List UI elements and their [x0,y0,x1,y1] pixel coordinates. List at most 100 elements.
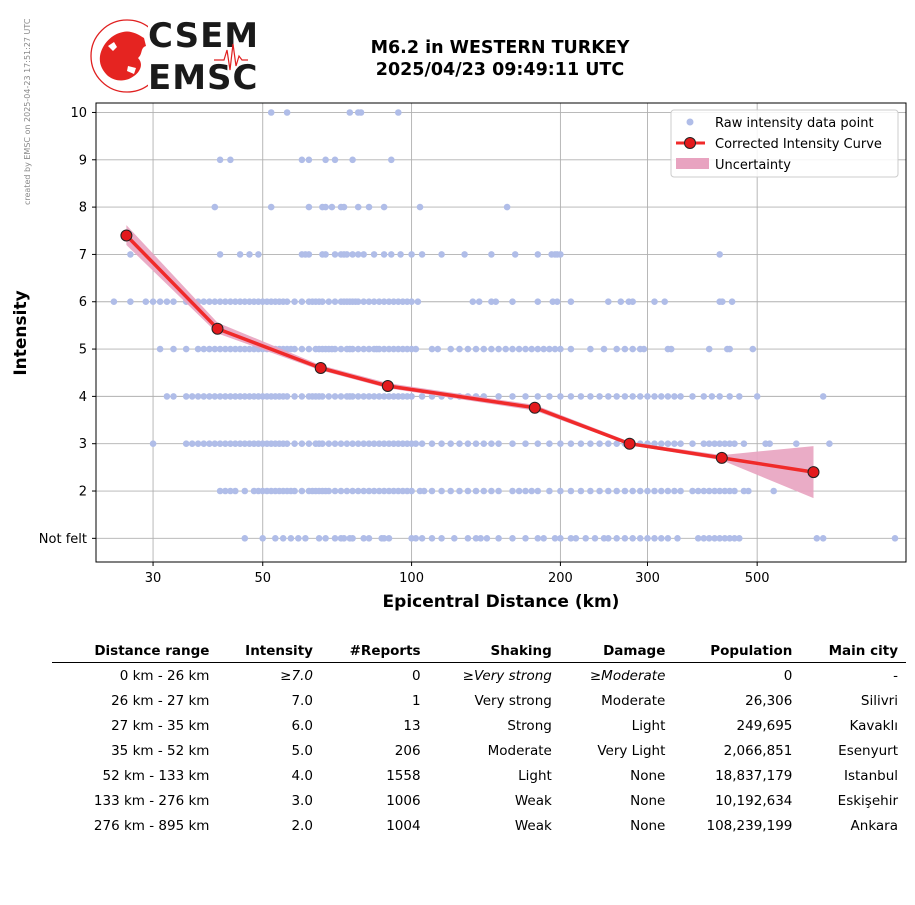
cell-shaking: ≥Very strong [462,667,552,684]
raw-intensity-point [629,345,636,353]
table-header-row: Distance range Intensity #Reports Shakin… [52,641,906,663]
raw-intensity-point [354,251,362,258]
cell-range: 35 km - 52 km [111,742,210,759]
raw-intensity-point [605,393,612,400]
raw-intensity-point [408,487,415,495]
raw-intensity-point [567,440,575,448]
raw-intensity-point [428,440,436,448]
raw-intensity-point [354,393,362,400]
raw-intensity-point [726,393,733,400]
raw-intensity-point [182,440,190,448]
cell-reports: 13 [403,717,421,734]
raw-intensity-point [331,251,339,258]
raw-intensity-point [416,203,424,211]
raw-intensity-point [227,156,234,164]
raw-intensity-point [408,393,415,400]
raw-intensity-point [222,298,229,306]
raw-intensity-point [495,535,502,542]
cell-city: - [893,667,898,684]
raw-intensity-point [428,535,436,542]
raw-intensity-point [343,251,351,258]
raw-intensity-point [447,487,455,495]
x-tick-label: 500 [745,571,770,586]
raw-intensity-point [705,535,713,542]
cell-damage: Very Light [597,742,666,759]
raw-intensity-point [418,251,426,258]
raw-intensity-point [380,440,388,448]
raw-intensity-point [188,393,196,400]
raw-intensity-point [283,298,291,306]
raw-intensity-point [390,298,398,306]
raw-intensity-point [216,440,224,448]
raw-intensity-point [194,440,202,448]
raw-intensity-point [346,109,354,116]
raw-intensity-point [149,440,157,448]
emsc-logo: CSEM EMSC [88,16,258,98]
raw-intensity-point [534,487,542,495]
raw-intensity-point [464,535,472,542]
y-tick-label: 6 [79,295,87,310]
raw-intensity-point [731,487,738,495]
raw-intensity-point [640,345,648,353]
table-row: 133 km - 276 km 3.0 1006 Weak None 10,19… [52,788,906,813]
raw-intensity-point [464,440,472,448]
raw-intensity-point [438,440,445,448]
raw-intensity-point [380,251,388,258]
raw-intensity-point [232,440,239,448]
raw-intensity-point [658,440,665,448]
raw-intensity-point [475,298,483,306]
raw-intensity-point [360,535,368,542]
raw-intensity-point [236,393,244,400]
raw-intensity-point [349,535,356,542]
raw-intensity-point [740,440,748,448]
y-tick-label: 10 [70,106,87,121]
raw-intensity-point [246,251,253,258]
raw-intensity-point [227,298,234,306]
raw-intensity-point [305,156,313,164]
raw-intensity-point [375,345,383,353]
raw-intensity-point [731,440,738,448]
raw-intensity-point [236,251,244,258]
raw-intensity-point [509,345,516,353]
intensity-summary-table: Distance range Intensity #Reports Shakin… [52,641,906,838]
raw-intensity-point [331,487,339,495]
raw-intensity-point [534,345,542,353]
raw-intensity-point [557,487,564,495]
cell-city: Eskişehir [837,792,898,809]
curve-marker [528,401,541,414]
raw-intensity-point [689,440,696,448]
raw-intensity-point [390,393,398,400]
raw-intensity-point [488,251,495,258]
raw-intensity-point [259,535,267,542]
cell-population: 26,306 [745,692,793,709]
raw-intensity-point [644,487,651,495]
raw-intensity-point [349,440,356,448]
raw-intensity-point [472,345,480,353]
raw-intensity-point [343,487,351,495]
legend-curve-label: Corrected Intensity Curve [715,137,882,152]
cell-range: 276 km - 895 km [93,817,210,834]
raw-intensity-point [613,440,620,448]
raw-intensity-point [534,298,542,306]
raw-intensity-point [567,298,575,306]
raw-intensity-point [227,393,234,400]
logo-line1: CSEM [148,16,260,56]
raw-intensity-point [509,487,516,495]
raw-intensity-point [613,393,620,400]
raw-intensity-point [170,345,177,353]
raw-intensity-point [605,487,612,495]
raw-intensity-point [826,440,833,448]
raw-intensity-point [222,440,229,448]
raw-intensity-point [390,487,398,495]
raw-intensity-point [365,345,373,353]
raw-intensity-point [222,393,229,400]
cell-reports: 206 [394,742,421,759]
raw-intensity-point [357,109,365,116]
raw-intensity-point [749,345,757,353]
raw-intensity-point [241,487,249,495]
raw-intensity-point [721,440,729,448]
raw-intensity-point [241,535,249,542]
raw-intensity-point [587,487,594,495]
raw-intensity-point [418,440,426,448]
raw-intensity-point [388,251,395,258]
